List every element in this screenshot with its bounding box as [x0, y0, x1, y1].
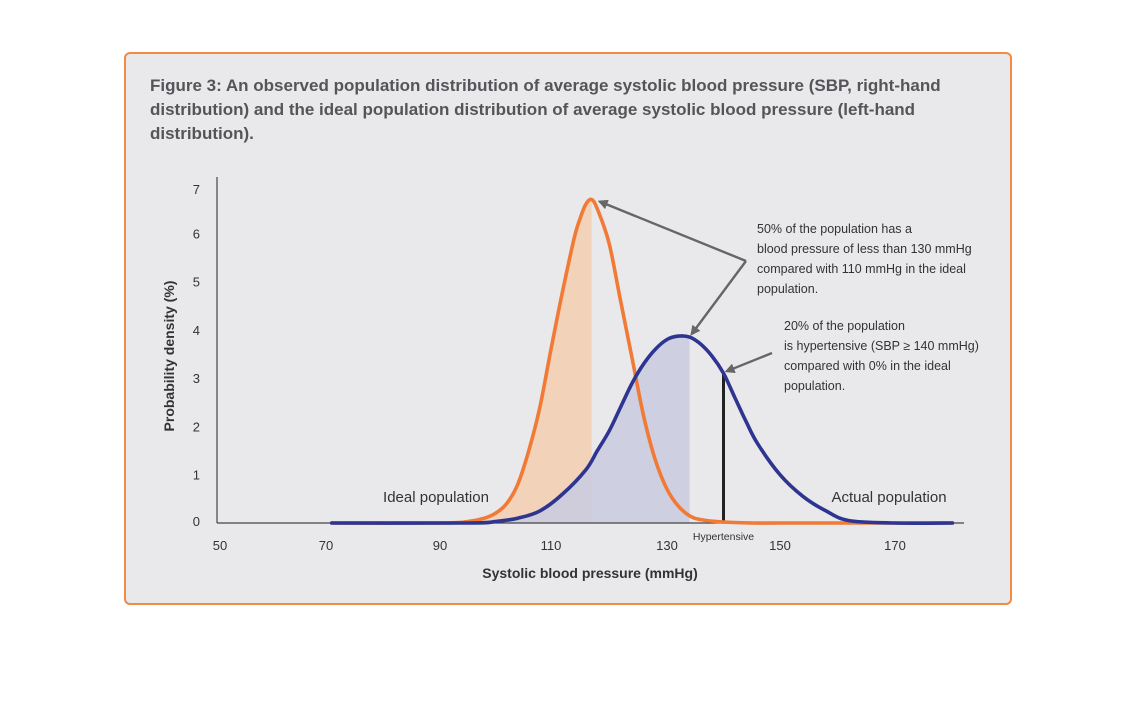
y-tick-label: 5	[193, 275, 200, 290]
y-tick-label: 2	[193, 419, 200, 434]
ideal-series-line	[329, 197, 955, 525]
median-arrow-to-ideal	[597, 199, 747, 263]
actual-series-label: Actual population	[831, 489, 946, 506]
y-tick-label: 7	[193, 182, 200, 197]
y-tick-label: 4	[193, 323, 200, 338]
ideal-shaded-area	[331, 199, 593, 524]
hypertensive-annotation: 20% of the population is hypertensive (S…	[784, 319, 979, 393]
ideal-series-label: Ideal population	[383, 489, 489, 506]
hypertensive-label: Hypertensive	[693, 531, 754, 543]
x-axis-title: Systolic blood pressure (mmHg)	[482, 565, 697, 581]
actual-shaded-area	[331, 336, 691, 524]
figure-title: Figure 3: An observed population distrib…	[150, 76, 941, 143]
actual-series-line	[329, 334, 955, 525]
x-tick-label: 150	[769, 538, 791, 553]
x-tick-label: 110	[541, 538, 562, 553]
y-axis-title: Probability density (%)	[161, 281, 177, 432]
y-tick-label: 1	[193, 468, 200, 483]
hypertensive-arrow	[724, 351, 773, 373]
y-tick-label: 3	[193, 371, 200, 386]
y-tick-label: 0	[193, 514, 200, 529]
x-tick-label: 130	[656, 538, 678, 553]
median-annotation: 50% of the population has a blood pressu…	[757, 222, 972, 296]
y-tick-label: 6	[193, 226, 200, 241]
x-tick-label: 50	[213, 538, 227, 553]
x-tick-label: 70	[319, 538, 333, 553]
x-tick-label: 170	[884, 538, 906, 553]
median-arrow-to-actual	[690, 260, 747, 336]
x-tick-label: 90	[433, 538, 447, 553]
